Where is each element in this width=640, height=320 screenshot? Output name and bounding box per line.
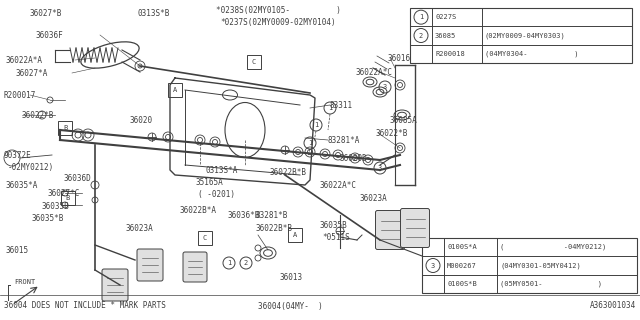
- FancyBboxPatch shape: [183, 252, 207, 282]
- Bar: [198, 231, 212, 245]
- Text: 35165A: 35165A: [195, 178, 223, 187]
- Text: B: B: [63, 125, 67, 131]
- Text: 36004 DOES NOT INCLUDE * MARK PARTS: 36004 DOES NOT INCLUDE * MARK PARTS: [4, 301, 166, 310]
- Text: 36022A*C: 36022A*C: [320, 180, 357, 189]
- Text: 1: 1: [227, 260, 231, 266]
- Bar: [247, 55, 261, 69]
- Text: 36022*B: 36022*B: [375, 129, 408, 138]
- Text: 36022A*C: 36022A*C: [356, 68, 393, 76]
- Text: 36022B*B: 36022B*B: [255, 223, 292, 233]
- Text: -02MY0212): -02MY0212): [8, 163, 54, 172]
- Bar: [410, 8, 632, 63]
- Bar: [168, 83, 182, 97]
- Text: 36022A*A: 36022A*A: [5, 55, 42, 65]
- Text: 36022B*A: 36022B*A: [180, 205, 217, 214]
- Text: C: C: [252, 59, 256, 65]
- Text: 0100S*A: 0100S*A: [447, 244, 477, 250]
- Text: (              -04MY0212): ( -04MY0212): [500, 244, 606, 251]
- Bar: [58, 121, 72, 135]
- Text: 36023A: 36023A: [360, 194, 388, 203]
- Text: 36020: 36020: [130, 116, 153, 124]
- Text: 2: 2: [419, 33, 423, 38]
- Text: 3: 3: [431, 262, 435, 268]
- Text: 36035*A: 36035*A: [5, 180, 37, 189]
- Bar: [61, 191, 75, 205]
- Text: 36035B: 36035B: [320, 220, 348, 229]
- Text: M000267: M000267: [447, 262, 477, 268]
- Text: B: B: [66, 195, 70, 201]
- Text: 0313S*B: 0313S*B: [138, 9, 170, 18]
- Text: A: A: [293, 232, 297, 238]
- Text: 36035*B: 36035*B: [32, 213, 65, 222]
- Text: 2: 2: [244, 260, 248, 266]
- Text: 36013: 36013: [280, 274, 303, 283]
- Text: 83311: 83311: [330, 100, 353, 109]
- Text: 36023A: 36023A: [125, 223, 153, 233]
- Text: (05MY0501-             ): (05MY0501- ): [500, 281, 602, 287]
- Text: 36022B*B: 36022B*B: [270, 167, 307, 177]
- Text: 0313S*A: 0313S*A: [205, 165, 237, 174]
- Text: 36036D: 36036D: [63, 173, 91, 182]
- FancyBboxPatch shape: [137, 249, 163, 281]
- Text: 36022*B: 36022*B: [22, 110, 54, 119]
- Text: 36035B: 36035B: [42, 202, 70, 211]
- FancyBboxPatch shape: [376, 211, 404, 250]
- Text: A363001034: A363001034: [589, 301, 636, 310]
- Text: 0100S*B: 0100S*B: [447, 281, 477, 287]
- Text: 1: 1: [314, 122, 318, 128]
- Text: (04MY0301-05MY0412): (04MY0301-05MY0412): [500, 262, 580, 269]
- Text: A: A: [173, 87, 177, 93]
- Text: 3: 3: [378, 165, 382, 171]
- Bar: [288, 228, 302, 242]
- Text: 1: 1: [308, 140, 312, 146]
- Text: (04MY0304-           ): (04MY0304- ): [485, 51, 579, 57]
- Text: 1: 1: [328, 105, 332, 111]
- Text: 36085: 36085: [435, 33, 456, 38]
- Text: 36036*B: 36036*B: [228, 211, 260, 220]
- Text: R200017: R200017: [4, 91, 36, 100]
- FancyBboxPatch shape: [102, 269, 128, 301]
- Text: *0238S(02MY0105-          ): *0238S(02MY0105- ): [216, 5, 341, 14]
- Text: 36085A: 36085A: [390, 116, 418, 124]
- Text: FRONT: FRONT: [14, 279, 35, 285]
- Text: 3: 3: [383, 84, 387, 90]
- Text: 36016: 36016: [388, 53, 411, 62]
- Text: *0237S(02MY0009-02MY0104): *0237S(02MY0009-02MY0104): [220, 18, 335, 27]
- Text: 36036F: 36036F: [35, 30, 63, 39]
- Text: 36015: 36015: [5, 245, 28, 254]
- Text: *0511S: *0511S: [322, 233, 349, 242]
- Text: 83281*B: 83281*B: [256, 211, 289, 220]
- Text: 36027*C: 36027*C: [48, 188, 81, 197]
- Text: 36004(04MY-  ): 36004(04MY- ): [258, 301, 323, 310]
- Text: ( -0201): ( -0201): [198, 189, 235, 198]
- Text: 36020D: 36020D: [340, 154, 368, 163]
- Text: 83281*A: 83281*A: [328, 135, 360, 145]
- Text: 90372E: 90372E: [4, 150, 32, 159]
- FancyBboxPatch shape: [401, 209, 429, 247]
- Text: 1: 1: [419, 14, 423, 20]
- Text: (02MY0009-04MY0303): (02MY0009-04MY0303): [485, 32, 566, 39]
- Text: 36027*A: 36027*A: [16, 68, 49, 77]
- Text: C: C: [203, 235, 207, 241]
- Text: 0227S: 0227S: [435, 14, 456, 20]
- Bar: [422, 238, 637, 293]
- Text: R200018: R200018: [435, 51, 465, 57]
- Text: 36027*B: 36027*B: [30, 9, 62, 18]
